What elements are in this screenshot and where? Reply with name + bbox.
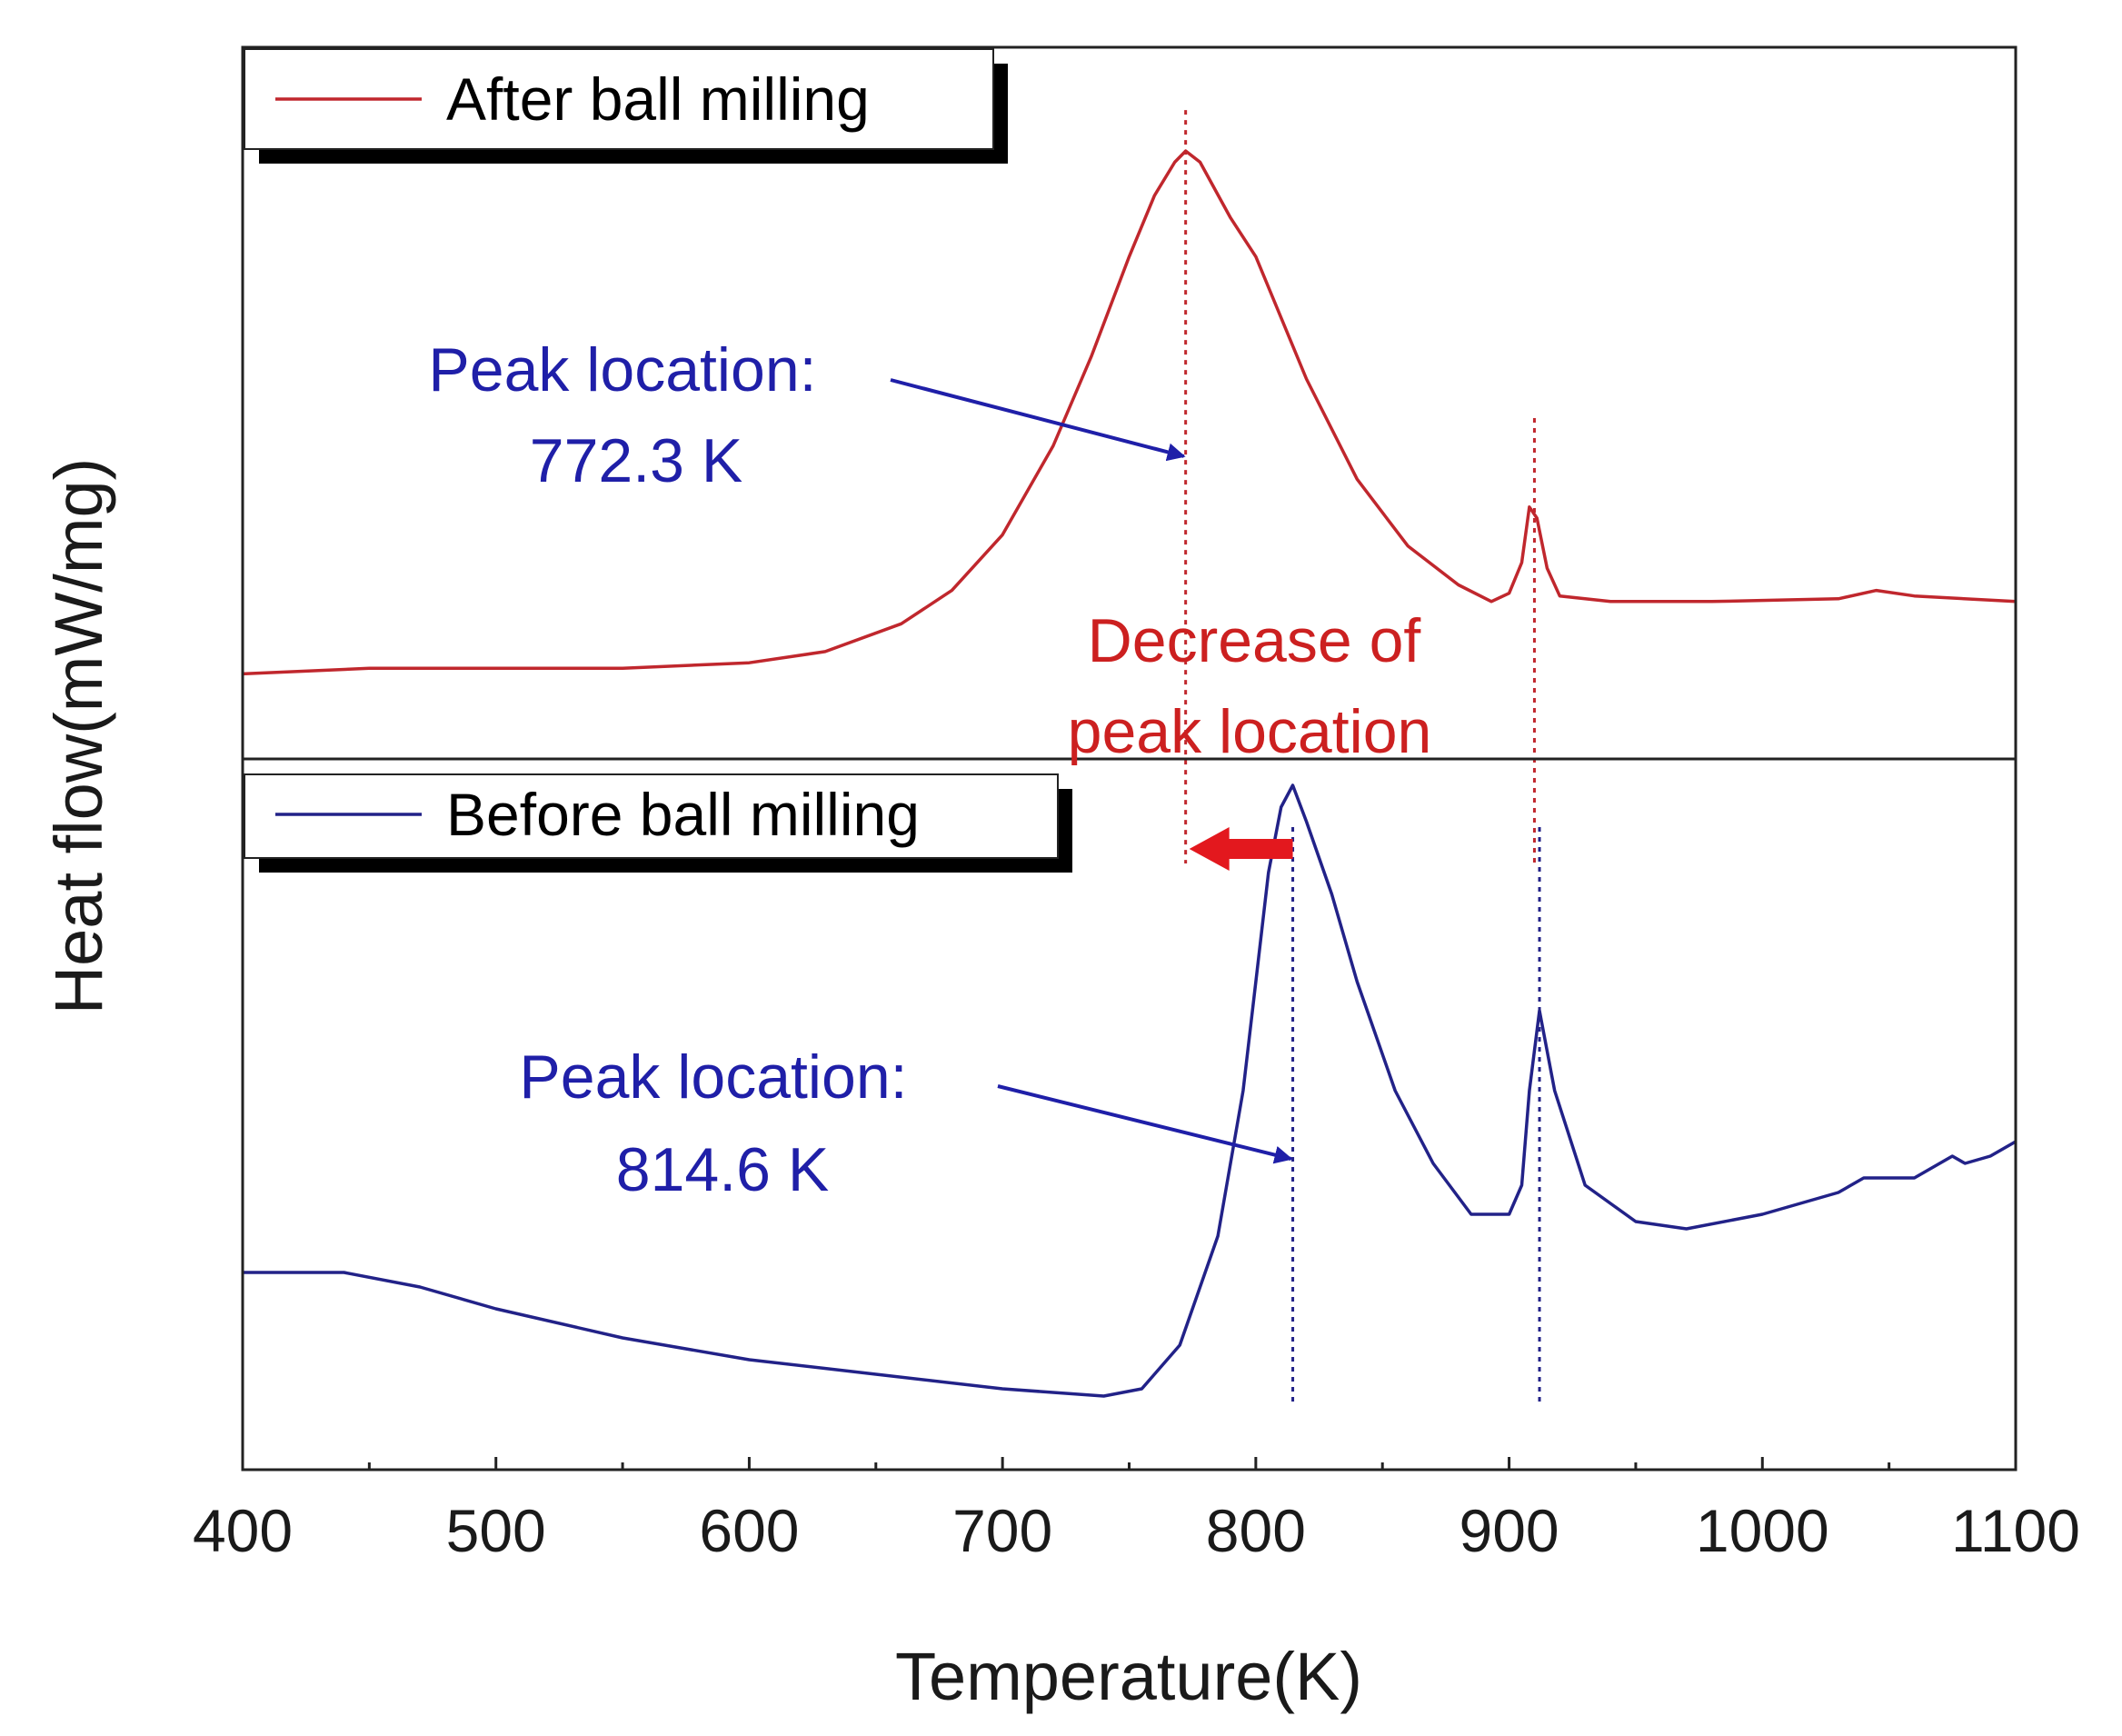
lower-series-line — [243, 783, 2017, 1398]
x-tick-label-800: 800 — [1206, 1497, 1306, 1564]
x-tick-label-1100: 1100 — [1951, 1497, 2080, 1564]
x-tick-label-400: 400 — [193, 1497, 293, 1564]
x-tick-label-900: 900 — [1459, 1497, 1559, 1564]
annotations: Peak location: 772.3 K Peak location: 814.6… — [428, 335, 1431, 1204]
x-axis: 400 500 600 700 800 900 1000 1100 — [193, 1457, 2080, 1564]
lower-legend-label: Before ball milling — [446, 781, 920, 848]
shift-label-line2: peak location — [1068, 697, 1432, 766]
upper-peak-value: 772.3 K — [530, 426, 742, 495]
lower-peak-pointer — [997, 1084, 1293, 1164]
upper-legend-label: After ball milling — [446, 65, 870, 133]
legends: After ball milling Before ball milling — [244, 48, 1072, 873]
lower-peak-value: 814.6 K — [616, 1135, 829, 1204]
upper-series-line — [242, 149, 2017, 676]
upper-peak-label: Peak location: — [428, 335, 816, 404]
x-tick-label-700: 700 — [952, 1497, 1052, 1564]
x-tick-label-500: 500 — [446, 1497, 546, 1564]
lower-legend-box — [244, 773, 1059, 859]
x-axis-title: Temperature(K) — [895, 1639, 1362, 1714]
upper-peak-pointer — [890, 378, 1186, 462]
lower-peak-label: Peak location: — [519, 1043, 907, 1112]
peak-shift-arrow — [1189, 827, 1293, 871]
x-tick-label-600: 600 — [699, 1497, 799, 1564]
x-tick-label-1000: 1000 — [1696, 1497, 1829, 1564]
shift-label-line1: Decrease of — [1088, 606, 1421, 675]
data-curves — [242, 149, 2017, 1398]
y-axis-title: Heat flow(mW/mg) — [41, 458, 116, 1015]
peak-guide-lines — [1184, 110, 1541, 1404]
